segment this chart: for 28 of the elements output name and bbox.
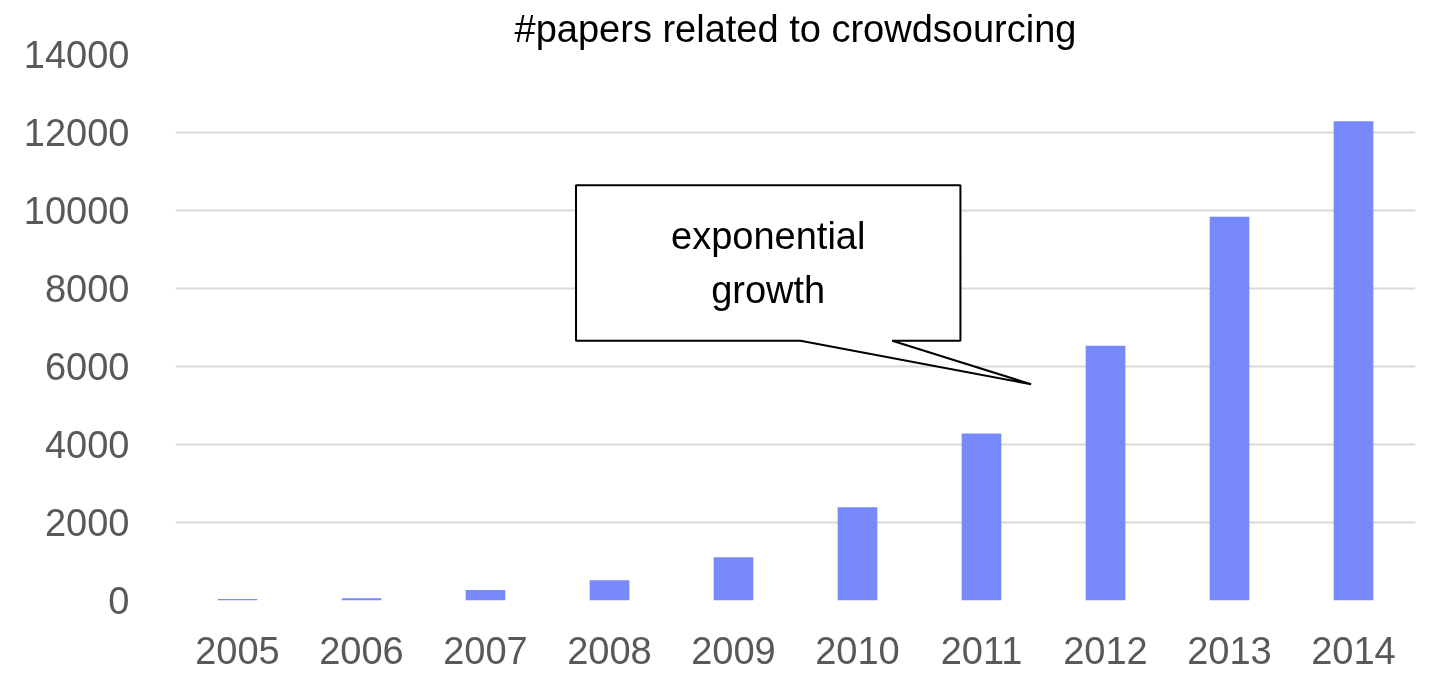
x-tick-label: 2010 bbox=[815, 629, 900, 672]
y-tick-label: 2000 bbox=[44, 502, 130, 544]
y-tick-label: 6000 bbox=[44, 346, 130, 388]
x-tick-label: 2014 bbox=[1311, 629, 1396, 672]
bar bbox=[1333, 121, 1374, 601]
x-tick-label: 2011 bbox=[940, 629, 1023, 672]
bar bbox=[589, 580, 630, 601]
bar bbox=[465, 589, 506, 601]
y-tick-label: 12000 bbox=[23, 112, 130, 154]
x-tick-label: 2009 bbox=[691, 629, 776, 672]
bar bbox=[1085, 345, 1126, 601]
x-tick-label: 2008 bbox=[567, 629, 652, 672]
y-tick-label: 8000 bbox=[44, 268, 130, 310]
x-tick-label: 2012 bbox=[1063, 629, 1148, 672]
y-tick-label: 4000 bbox=[44, 424, 130, 466]
x-tick-label: 2006 bbox=[319, 629, 404, 672]
bar bbox=[713, 557, 754, 601]
annotation: exponential growth bbox=[671, 214, 866, 312]
bar bbox=[837, 507, 878, 601]
bar bbox=[961, 433, 1002, 601]
bar bbox=[1209, 216, 1250, 601]
y-tick-label: 10000 bbox=[23, 190, 130, 232]
x-tick-label: 2013 bbox=[1187, 629, 1272, 672]
x-tick-label: 2007 bbox=[443, 629, 528, 672]
chart-title: #papers related to crowdsourcing bbox=[514, 7, 1077, 50]
x-tick-label: 2005 bbox=[195, 629, 280, 672]
y-tick-label: 14000 bbox=[23, 34, 130, 76]
y-tick-label: 0 bbox=[108, 580, 130, 622]
